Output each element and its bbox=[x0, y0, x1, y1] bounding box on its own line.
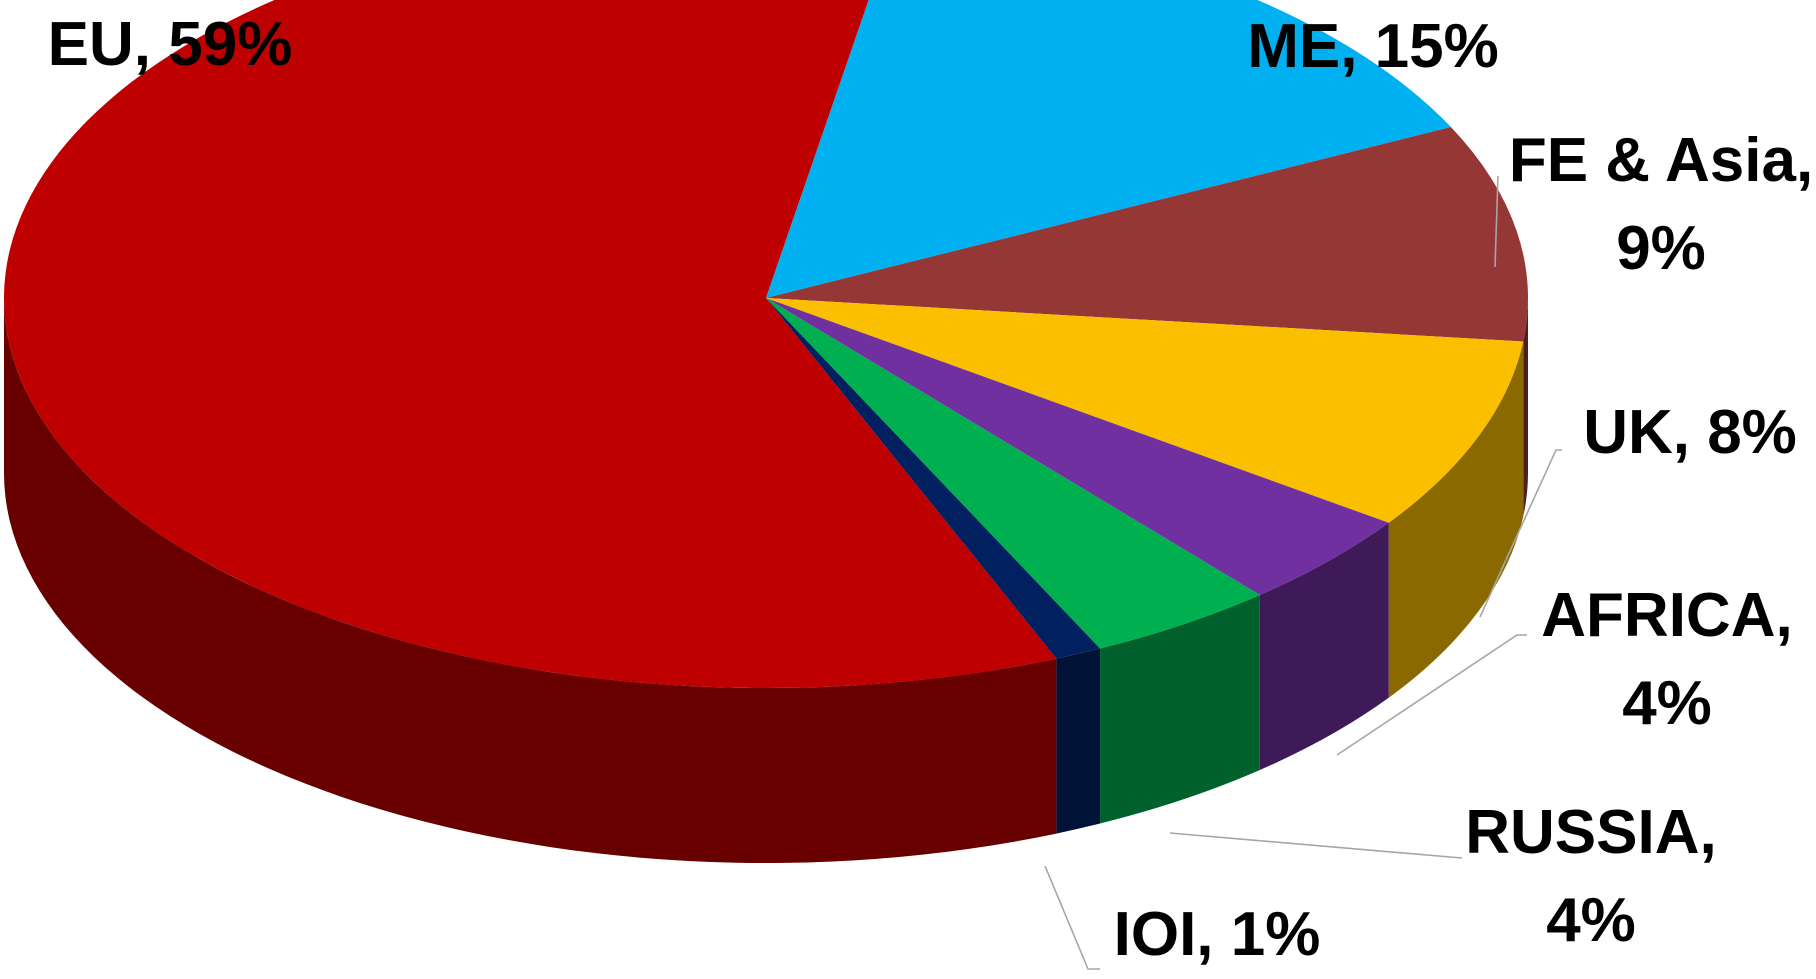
slice bbox=[766, 298, 1524, 523]
slice bbox=[4, 0, 1057, 689]
slice-label: IOI, 1% bbox=[1113, 900, 1321, 969]
leader-line bbox=[1494, 175, 1499, 268]
slice-label: UK, 8% bbox=[1583, 398, 1797, 467]
slice bbox=[766, 0, 1451, 298]
slice-side bbox=[1523, 298, 1528, 517]
slice-label: FE & Asia, 9% bbox=[1508, 126, 1814, 283]
slice-side bbox=[1100, 594, 1260, 824]
slice-label: AFRICA, 4% bbox=[1541, 581, 1793, 738]
slice bbox=[766, 127, 1528, 342]
pie-tops bbox=[4, 0, 1528, 689]
slice bbox=[766, 298, 1101, 659]
leader-line bbox=[1479, 449, 1562, 618]
leader-line bbox=[1044, 865, 1100, 970]
slice-label: EU, 59% bbox=[47, 10, 293, 79]
slice-side bbox=[4, 298, 1057, 863]
pie-sides bbox=[4, 298, 1528, 863]
slice-side bbox=[1259, 522, 1389, 770]
slice-label: ME, 15% bbox=[1247, 12, 1499, 81]
slice-label: RUSSIA, 4% bbox=[1465, 798, 1717, 955]
slice-side bbox=[1056, 648, 1101, 834]
leader-line bbox=[1336, 634, 1527, 756]
slice bbox=[766, 298, 1389, 595]
slice-side bbox=[1388, 341, 1524, 698]
leader-line bbox=[1169, 832, 1463, 859]
slice bbox=[766, 298, 1260, 649]
